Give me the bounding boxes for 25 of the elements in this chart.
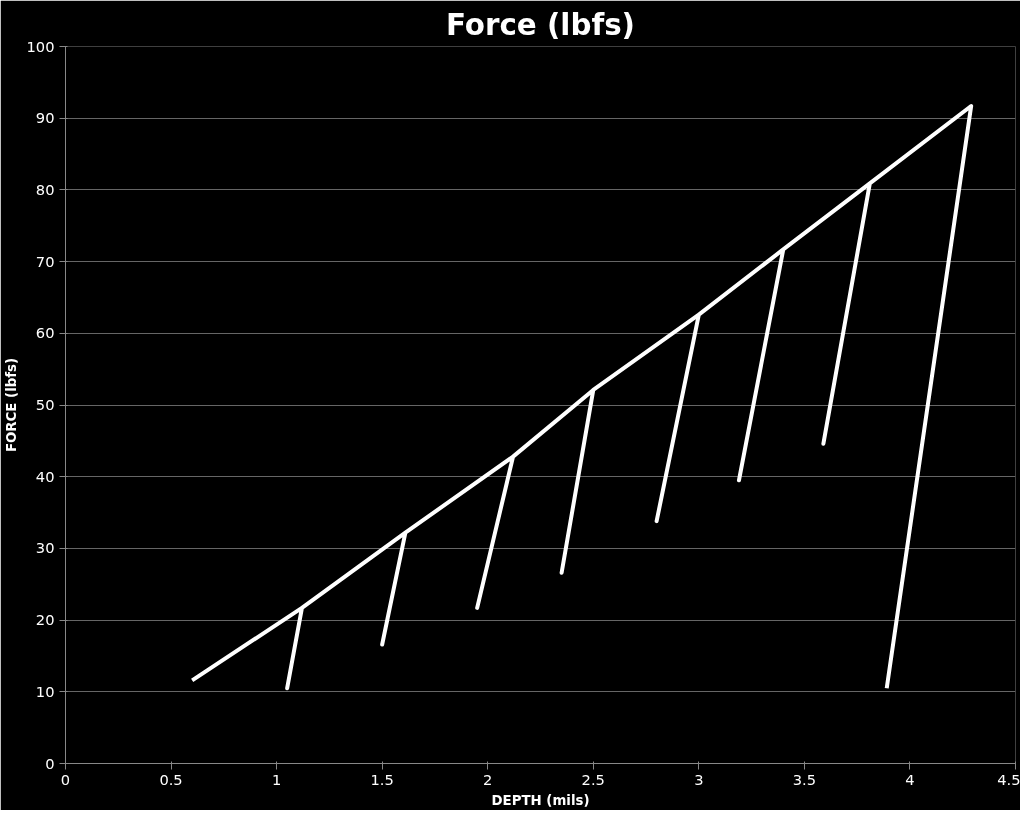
x-tick-label: 4.5 [997,770,1021,788]
line-series [190,104,974,691]
x-tick-label: 2.5 [581,770,605,788]
x-tick-label: 0.5 [159,770,183,788]
y-tick-label: 30 [35,539,55,557]
x-tick-label: 3 [694,770,704,788]
chart-title: Force (lbfs) [445,7,636,42]
y-tick-label: 70 [35,252,55,270]
y-tick-label: 40 [35,467,55,485]
x-tick-label: 1 [271,770,282,788]
y-tick-label: 0 [45,754,55,772]
x-tick-label: 4 [905,770,915,788]
y-tick-label: 80 [35,180,55,198]
y-tick-label: 20 [35,611,55,629]
x-axis-title: DEPTH (mils) [491,792,590,808]
x-tick-label: 2 [483,770,493,788]
y-tick-label: 50 [35,396,55,413]
y-tick-label: 10 [35,682,55,700]
y-axis-title: FORCE (lbfs) [3,357,19,453]
y-tick-label: 60 [35,324,55,342]
x-tick-label: 0 [60,770,71,788]
x-tick-label: 1.5 [370,770,394,788]
y-tick-label: 100 [26,37,55,55]
x-tick-label: 3.5 [792,770,817,788]
y-tick-label: 90 [35,109,55,127]
